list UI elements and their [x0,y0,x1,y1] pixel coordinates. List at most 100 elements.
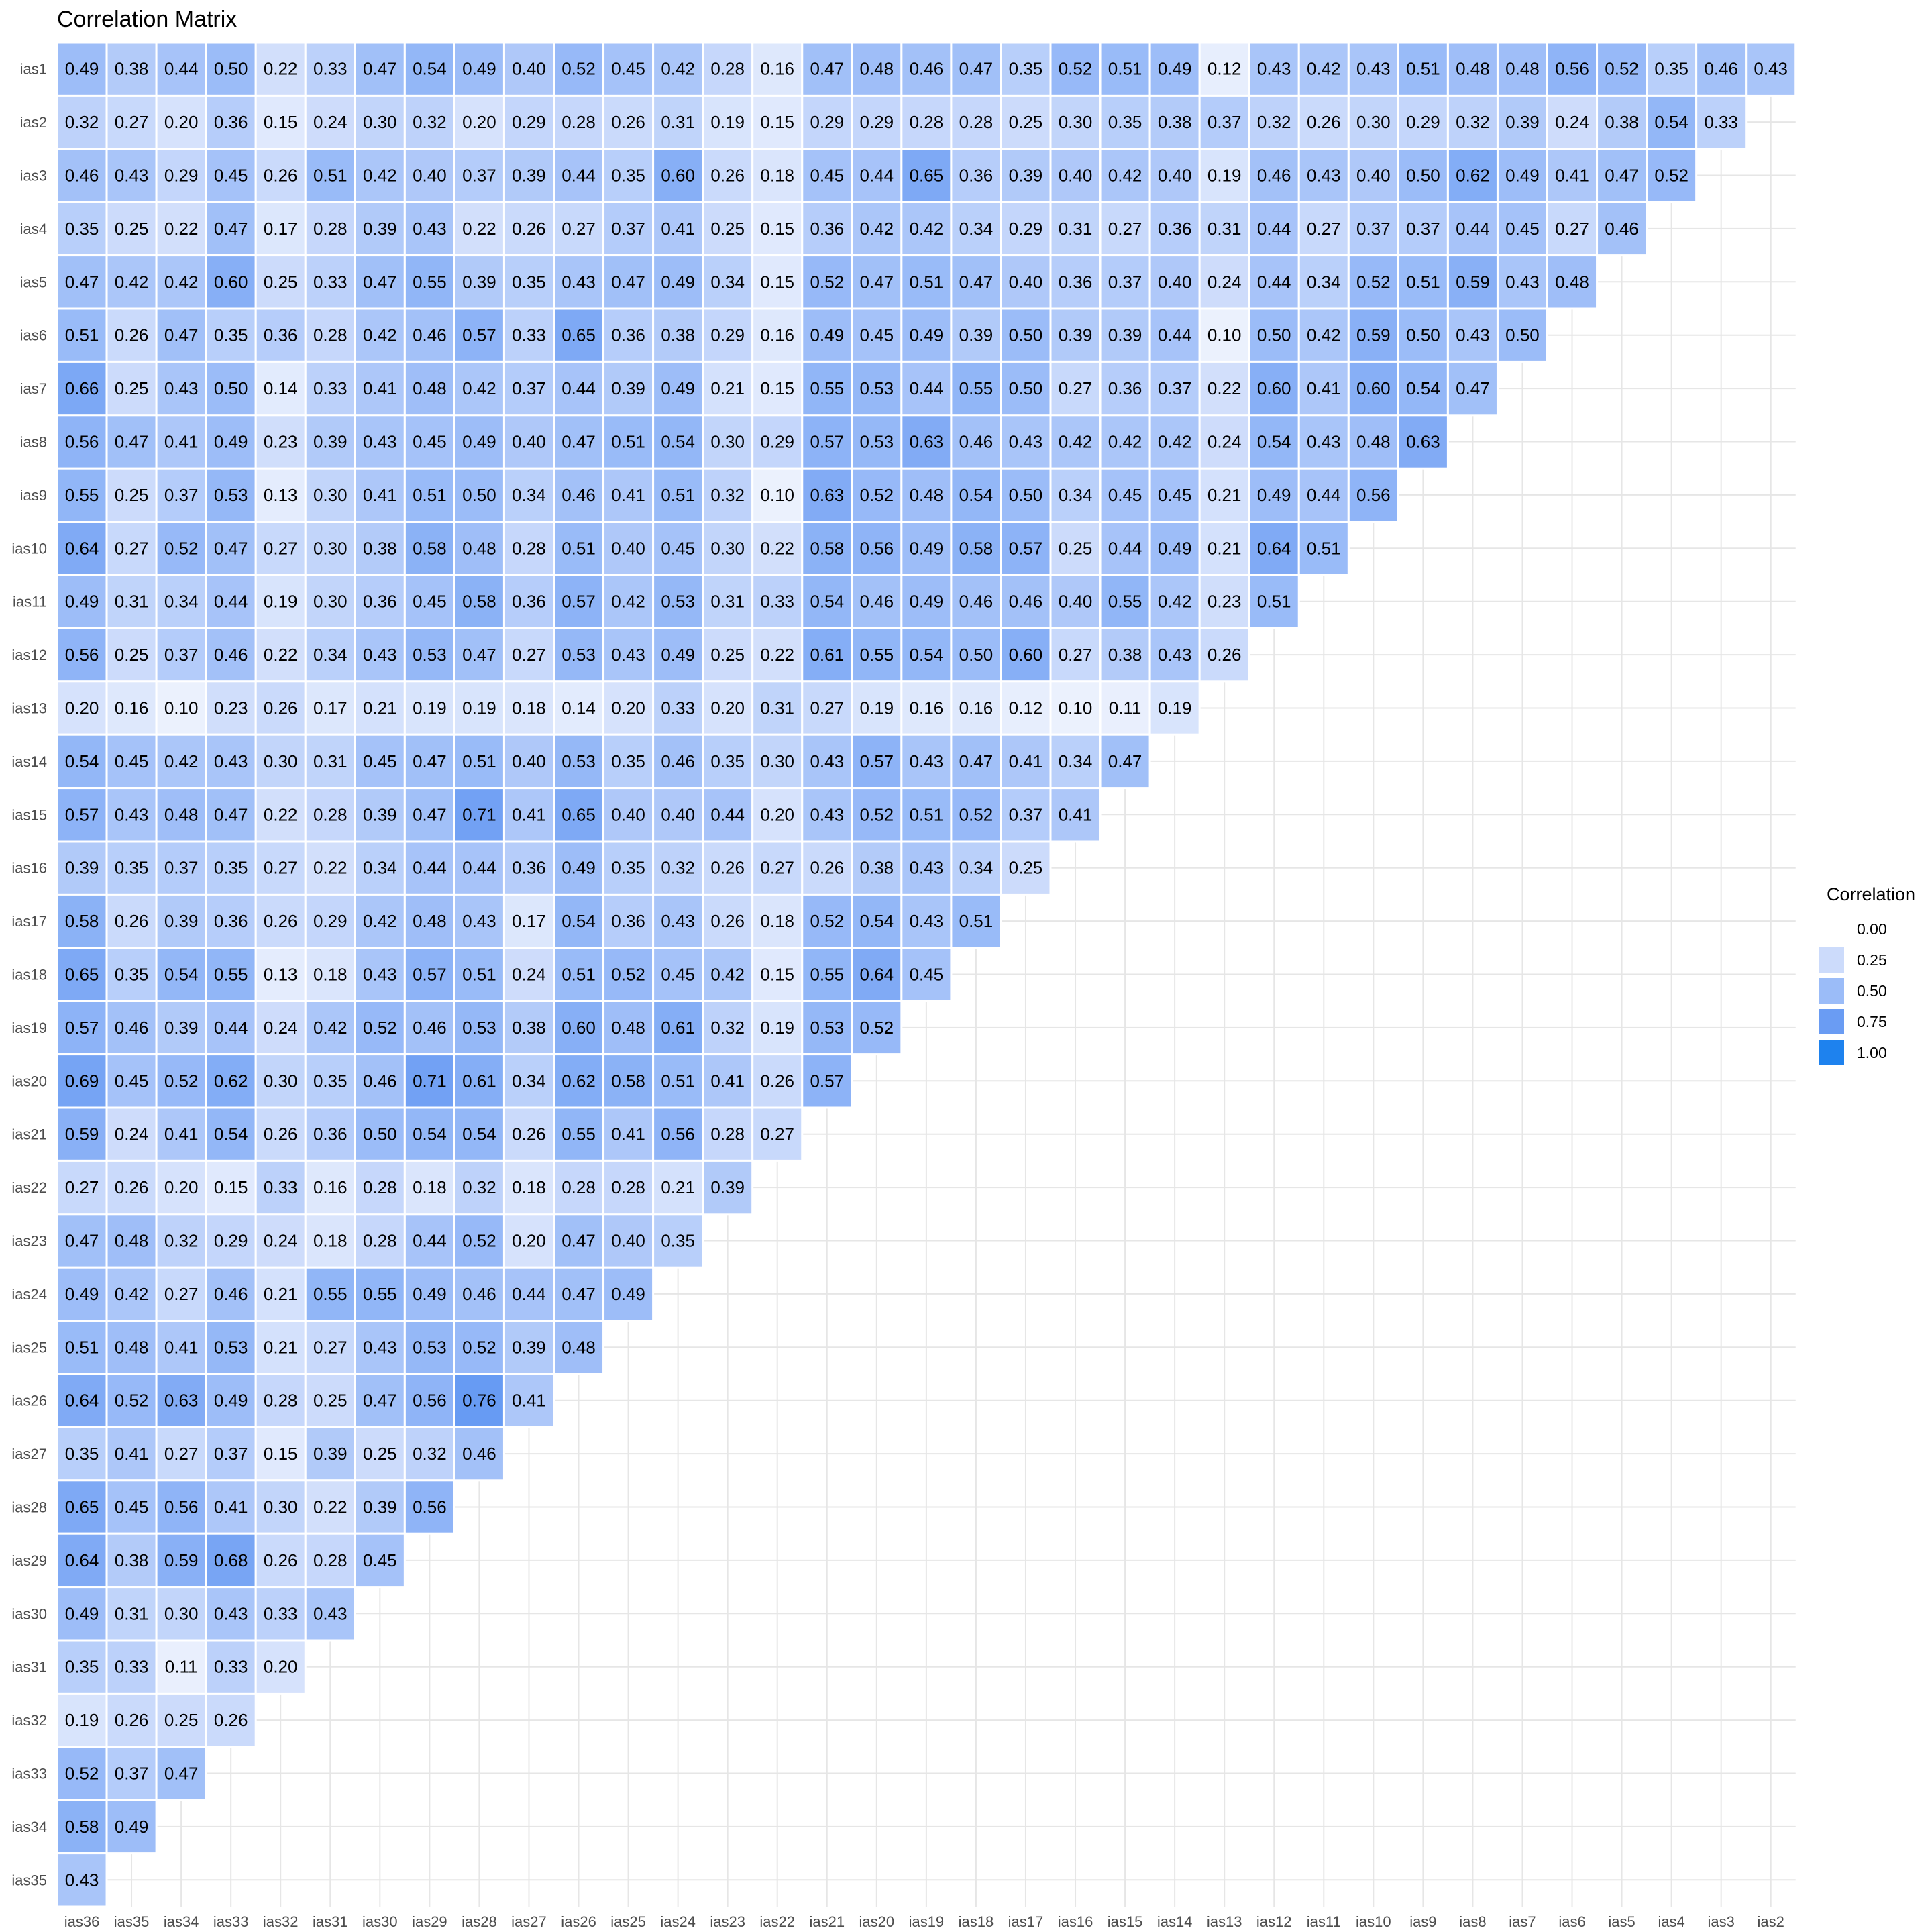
cell-value-label: 0.49 [810,325,844,345]
heatmap-cell: 0.53 [801,1000,853,1056]
heatmap-cell: 0.41 [702,1053,754,1109]
cell-value-label: 0.34 [512,1071,546,1091]
heatmap-cell: 0.44 [702,787,754,843]
cell-fill [900,360,953,417]
cell-value-label: 0.56 [65,432,99,452]
heatmap-cell: 0.49 [56,1586,108,1642]
cell-fill [751,307,804,363]
cell-value-label: 0.34 [313,645,347,665]
cell-value-label: 0.26 [810,858,844,878]
cell-fill [1297,201,1350,257]
cell-value-label: 0.35 [65,1657,99,1677]
heatmap-cell: 0.41 [155,1106,207,1162]
cell-fill [602,94,655,150]
cell-value-label: 0.47 [860,272,894,292]
heatmap-cell: 0.27 [1099,201,1151,257]
heatmap-cell: 0.43 [403,201,455,257]
cell-fill [453,840,505,896]
heatmap-cell: 0.14 [553,680,605,736]
cell-value-label: 0.39 [959,325,994,345]
cell-value-label: 0.47 [959,59,994,79]
cell-value-label: 0.34 [959,858,994,878]
heatmap-cell: 0.28 [702,41,754,97]
heatmap-cell: 0.35 [502,254,555,310]
heatmap-cell: 0.49 [56,41,108,97]
cell-value-label: 0.18 [760,166,794,186]
heatmap-cell: 0.53 [453,1000,505,1056]
cell-value-label: 0.32 [710,485,745,505]
cell-fill [453,41,505,97]
cell-value-label: 0.46 [1009,592,1043,612]
heatmap-cell: 0.45 [602,41,655,97]
heatmap-cell: 0.22 [453,201,505,257]
cell-value-label: 0.23 [264,432,298,452]
heatmap-cell: 0.38 [105,1532,158,1589]
cell-fill [56,787,108,843]
cell-fill [304,1213,356,1269]
cell-value-label: 0.47 [1108,751,1142,771]
x-tick-label: ias15 [1108,1913,1143,1930]
heatmap-cell: 0.55 [801,947,853,1002]
heatmap-cell: 0.68 [205,1532,257,1589]
heatmap-cell: 0.57 [801,1053,853,1109]
heatmap-cell: 0.45 [354,733,406,790]
cell-value-label: 0.39 [710,1177,745,1197]
cell-value-label: 0.45 [413,432,447,452]
heatmap-cell: 0.25 [105,201,158,257]
cell-fill [1000,574,1052,629]
heatmap-cell: 0.27 [553,201,605,257]
cell-value-label: 0.36 [264,325,298,345]
cell-value-label: 0.56 [413,1497,447,1517]
cell-fill [453,414,505,470]
heatmap-cell: 0.48 [851,41,903,97]
heatmap-cell: 0.49 [1248,467,1300,523]
cell-value-label: 0.47 [214,538,248,558]
cell-value-label: 0.52 [65,1764,99,1784]
cell-value-label: 0.30 [710,432,745,452]
cell-fill [205,521,257,576]
heatmap-cell: 0.42 [702,947,754,1002]
heatmap-cell: 0.44 [453,840,505,896]
heatmap-cell: 0.55 [403,254,455,310]
cell-fill [502,254,555,310]
cell-value-label: 0.38 [363,538,397,558]
heatmap-cell: 0.42 [304,1000,356,1056]
heatmap-cell: 0.43 [900,840,953,896]
cell-fill [602,307,655,363]
heatmap-cell: 0.53 [553,627,605,683]
cell-value-label: 0.28 [561,1177,596,1197]
x-tick-label: ias12 [1256,1913,1292,1930]
cell-value-label: 0.27 [65,1177,99,1197]
heatmap-cell: 0.39 [304,414,356,470]
heatmap-cell: 0.47 [1596,148,1648,203]
cell-value-label: 0.49 [462,432,496,452]
cell-value-label: 0.45 [363,1550,397,1570]
cell-fill [1148,521,1201,576]
heatmap-cell: 0.65 [56,947,108,1002]
cell-value-label: 0.39 [313,1444,347,1464]
heatmap-cell: 0.59 [1446,254,1499,310]
cell-fill [403,627,455,683]
cell-fill [155,733,207,790]
cell-fill [851,947,903,1002]
heatmap-cell: 0.18 [304,1213,356,1269]
cell-fill [1745,41,1797,97]
heatmap-cell: 0.26 [105,1159,158,1216]
cell-value-label: 0.15 [760,965,794,985]
cell-value-label: 0.61 [462,1071,496,1091]
cell-value-label: 0.13 [264,485,298,505]
heatmap-cell: 0.54 [851,893,903,949]
heatmap-cell: 0.45 [851,307,903,363]
cell-fill [950,307,1002,363]
heatmap-cell: 0.29 [851,94,903,150]
cell-value-label: 0.50 [1009,325,1043,345]
cell-value-label: 0.51 [661,485,695,505]
heatmap-cell: 0.33 [304,360,356,417]
cell-fill [851,1000,903,1056]
heatmap-cell: 0.28 [354,1159,406,1216]
heatmap-cell: 0.29 [702,307,754,363]
heatmap-cell: 0.43 [1148,627,1201,683]
cell-value-label: 0.65 [65,1497,99,1517]
cell-value-label: 0.17 [264,219,298,239]
heatmap-cell: 0.42 [354,148,406,203]
